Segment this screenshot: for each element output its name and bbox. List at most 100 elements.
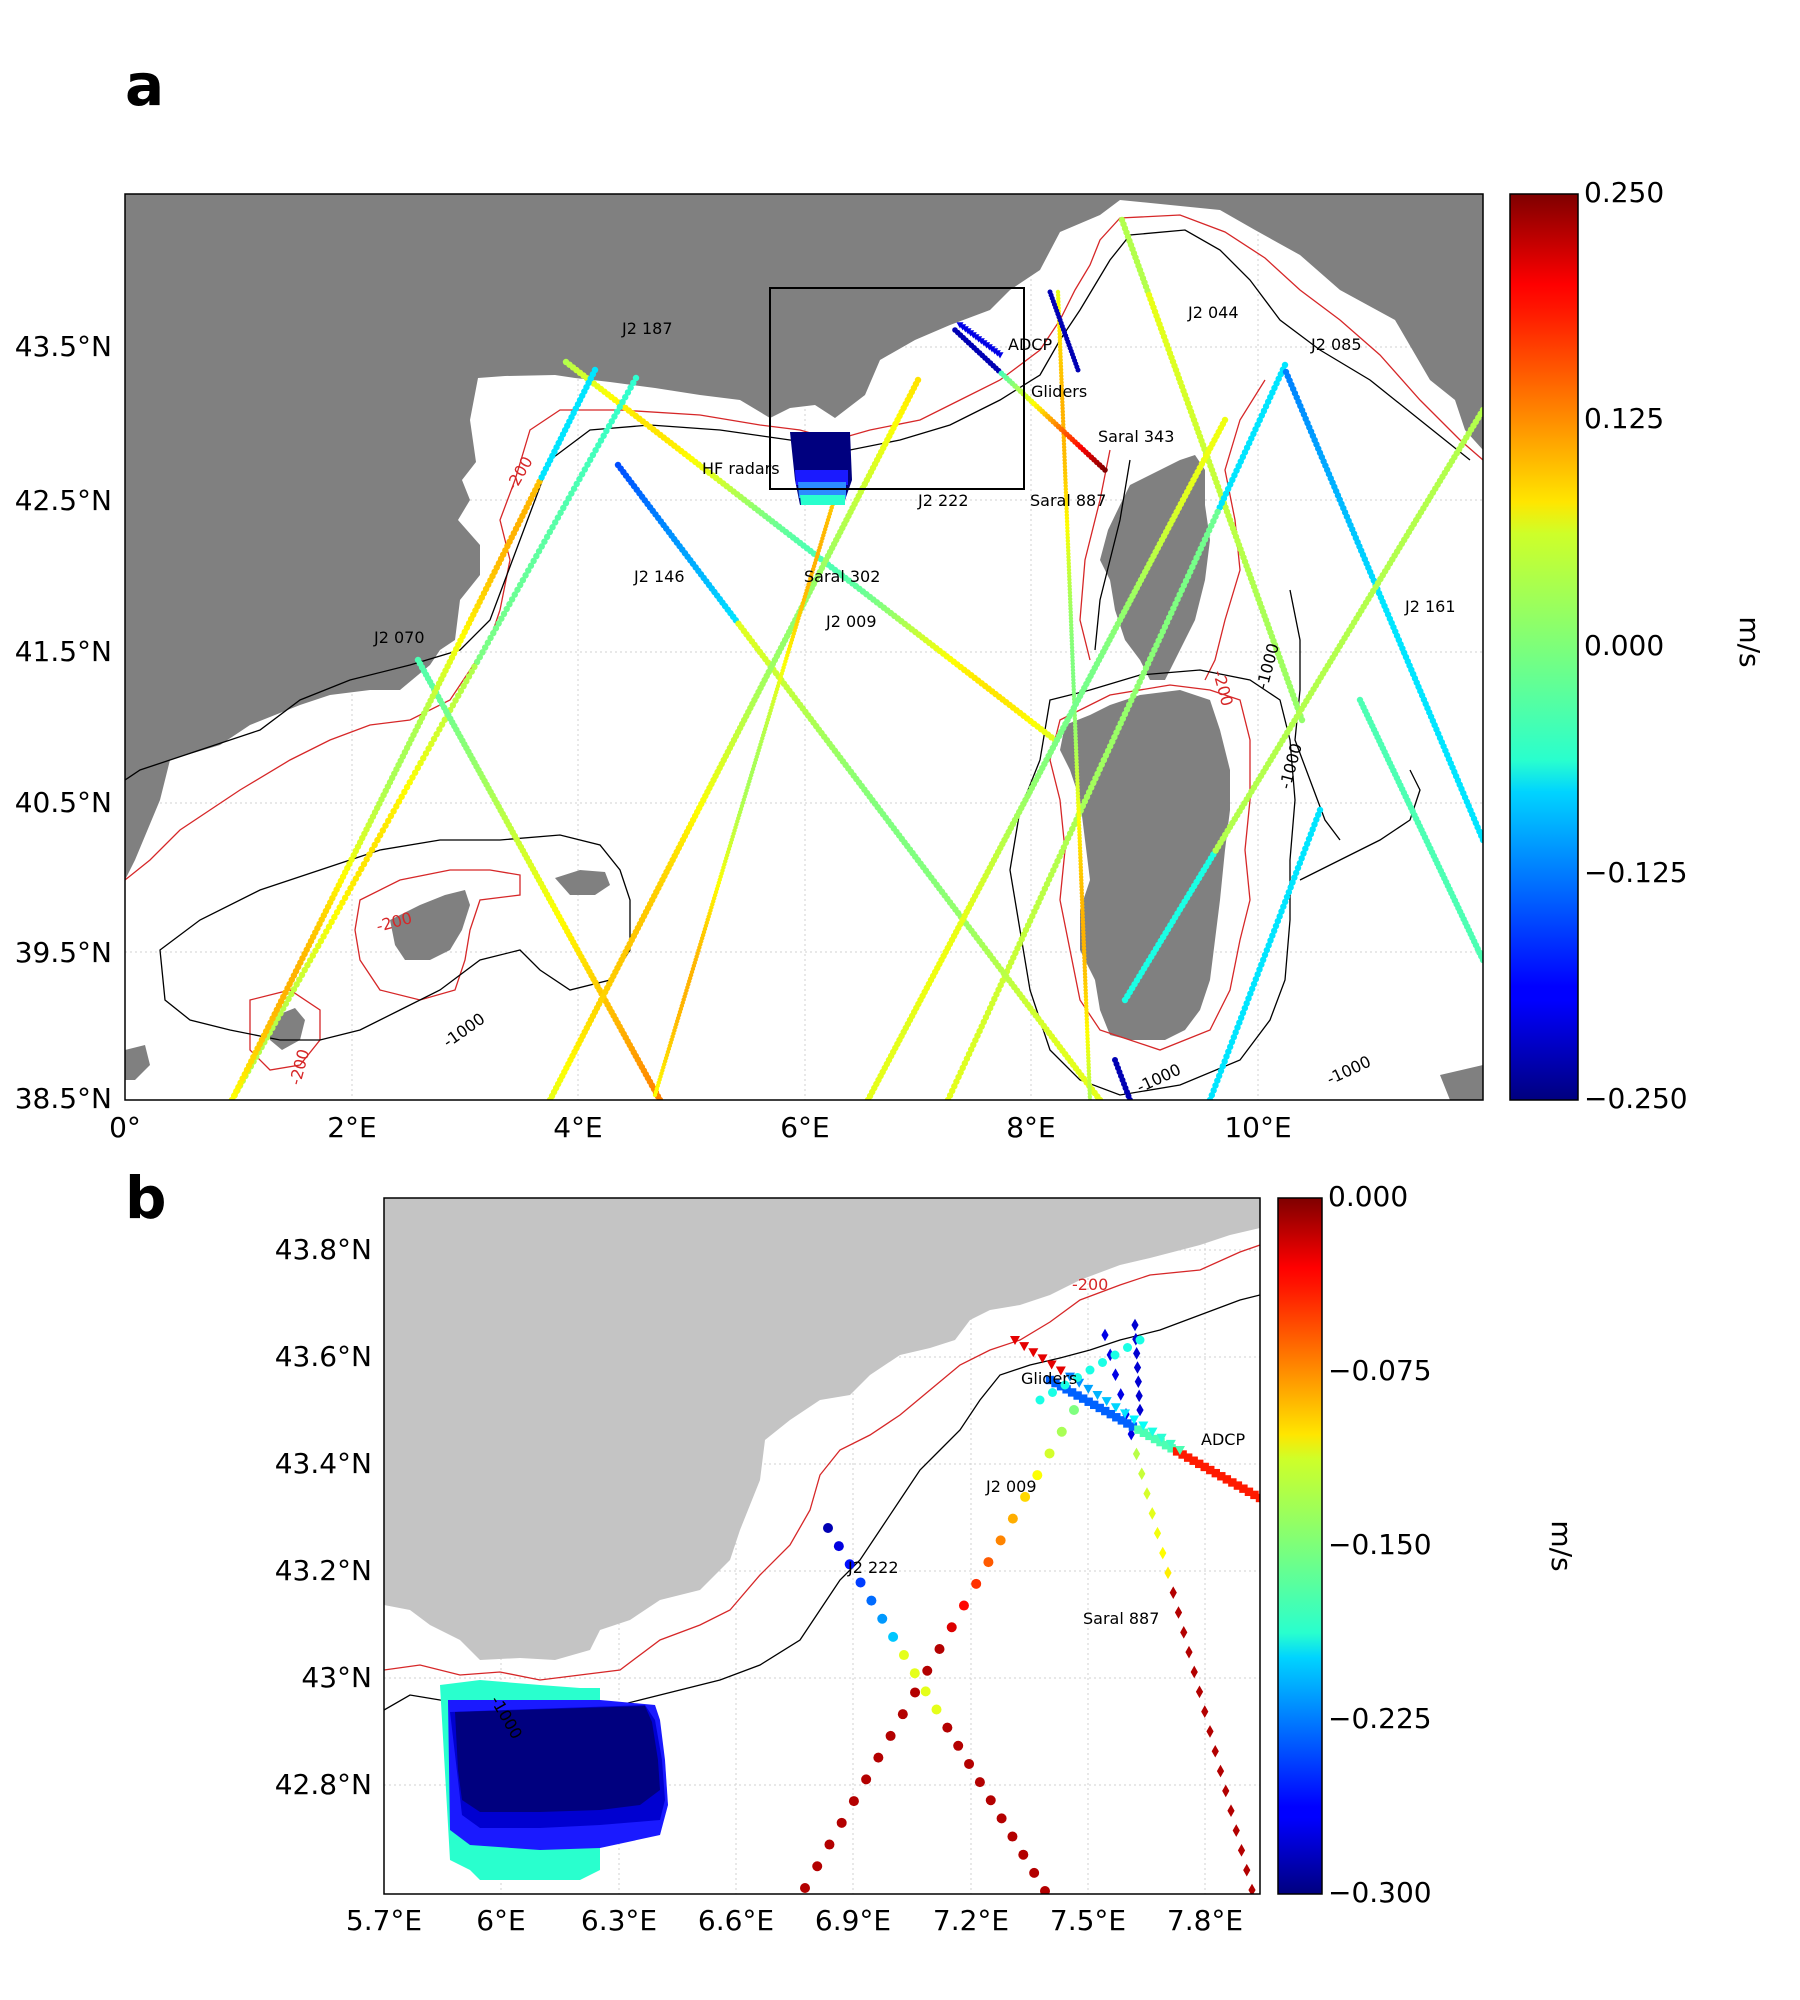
- y-tick: 43.2°N: [275, 1554, 372, 1587]
- label-j2-187: J2 187: [621, 319, 673, 338]
- x-tick: 4°E: [553, 1111, 603, 1144]
- label-gliders: Gliders: [1031, 382, 1087, 401]
- track-point: [946, 1622, 957, 1633]
- track-point: [1201, 1705, 1209, 1718]
- colorbar-b-ramp: [1277, 1197, 1323, 1895]
- track-point: [1062, 457, 1067, 463]
- track-point: [1059, 380, 1064, 385]
- track-point: [1083, 1384, 1094, 1394]
- track-point: [1064, 499, 1069, 505]
- track-point: [1064, 516, 1070, 521]
- track-point: [546, 528, 554, 536]
- track-point: [1065, 532, 1070, 537]
- track-point: [463, 678, 470, 685]
- track-point: [1028, 1348, 1039, 1358]
- track-point: [1084, 1023, 1090, 1028]
- track-point: [1138, 1467, 1146, 1481]
- track-point: [1057, 328, 1062, 333]
- track-point: [449, 702, 457, 709]
- track-point: [996, 1813, 1007, 1824]
- track-point: [1298, 855, 1305, 862]
- track-point: [584, 461, 591, 468]
- track-point: [1074, 761, 1079, 767]
- track-point: [1172, 1447, 1182, 1456]
- track-point: [1061, 444, 1067, 450]
- track-point: [549, 524, 556, 531]
- panel-a-tracks: [228, 216, 1483, 1100]
- track-point: [1068, 613, 1074, 618]
- y-tick: 42.5°N: [15, 484, 112, 517]
- track-point: [1096, 1096, 1104, 1100]
- track-point: [1068, 619, 1074, 624]
- track-point: [1479, 406, 1483, 414]
- track-point: [1133, 1347, 1141, 1360]
- track-point: [964, 1758, 975, 1769]
- label-j2-146: J2 146: [633, 567, 685, 586]
- track-point: [1082, 962, 1087, 967]
- track-point: [1083, 984, 1088, 990]
- track-point: [385, 817, 392, 825]
- track-point: [1065, 535, 1070, 540]
- x-tick: 5.7°E: [346, 1904, 422, 1937]
- track-point: [1134, 1425, 1143, 1434]
- track-point: [873, 1752, 884, 1763]
- track-point: [1079, 884, 1084, 889]
- track-point: [554, 514, 562, 521]
- track-point: [1077, 832, 1082, 838]
- track-point: [1065, 522, 1070, 527]
- track-point: [347, 885, 354, 892]
- track-point: [1280, 903, 1287, 910]
- track-point: [1127, 1427, 1135, 1441]
- track-point: [944, 1096, 952, 1100]
- track-point: [1087, 1091, 1092, 1096]
- track-point: [1079, 878, 1084, 883]
- track-point: [1063, 496, 1069, 502]
- track-point: [1057, 344, 1063, 350]
- track-point: [296, 976, 303, 983]
- track-point: [1080, 923, 1086, 928]
- x-tick: 6.6°E: [698, 1904, 774, 1937]
- track-point: [1082, 974, 1088, 980]
- track-point: [387, 812, 395, 820]
- track-point: [452, 697, 459, 704]
- track-point: [1070, 661, 1075, 666]
- track-point: [1065, 541, 1071, 547]
- label-j2-070: J2 070: [373, 628, 425, 647]
- track-point: [587, 456, 594, 464]
- track-point: [942, 1722, 953, 1733]
- track-point: [632, 374, 640, 382]
- track-point: [1095, 1403, 1104, 1413]
- track-point: [1035, 1395, 1045, 1405]
- track-point: [1045, 1375, 1055, 1385]
- track-point: [1479, 956, 1483, 964]
- track-point: [1086, 1055, 1091, 1061]
- track-point: [473, 658, 481, 666]
- x-tick: 6°E: [780, 1111, 830, 1144]
- track-point: [1056, 1426, 1067, 1437]
- colorbar-a-tick: −0.250: [1584, 1082, 1688, 1115]
- track-point: [1145, 1431, 1154, 1441]
- track-point: [401, 788, 408, 796]
- track-point: [1077, 848, 1083, 854]
- track-point: [1174, 1606, 1183, 1619]
- track-point: [1183, 1453, 1193, 1462]
- track-point: [1143, 1487, 1151, 1500]
- colorbar-b-tick: −0.150: [1328, 1528, 1432, 1561]
- track-point: [1239, 1484, 1248, 1493]
- track-point: [1078, 858, 1083, 864]
- track-point: [1067, 583, 1072, 589]
- track-point: [1076, 823, 1082, 828]
- track-point: [1237, 1844, 1246, 1857]
- y-tick: 43°N: [301, 1661, 372, 1694]
- track-point: [1111, 1368, 1120, 1381]
- label-gliders-b: Gliders: [1021, 1369, 1077, 1388]
- track-point: [1063, 486, 1069, 492]
- track-point: [1073, 739, 1078, 744]
- colorbar-b-tick: −0.225: [1328, 1702, 1432, 1735]
- track-point: [597, 437, 605, 444]
- track-point: [1063, 477, 1068, 482]
- track-point: [516, 581, 524, 589]
- track-point: [1082, 952, 1087, 957]
- track-point: [1073, 745, 1079, 750]
